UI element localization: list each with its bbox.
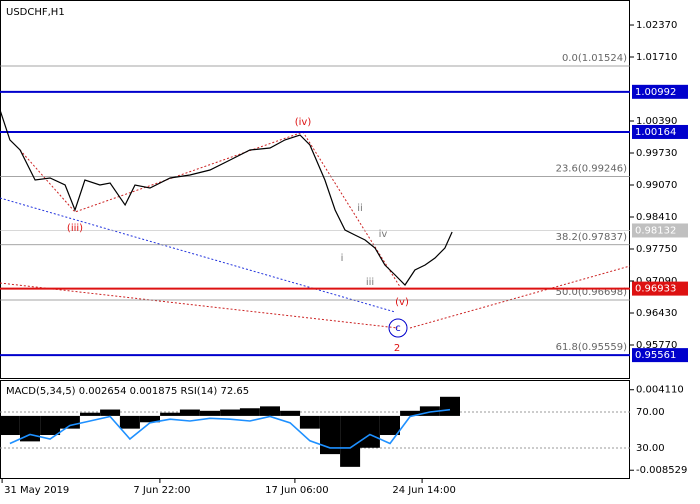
macd-bar [179, 409, 200, 416]
macd-bar [260, 406, 280, 416]
price-line [0, 109, 453, 286]
wave-label: (v) [395, 297, 409, 308]
x-tick-label: 24 Jun 14:00 [392, 485, 456, 496]
y-tick-label: 0.95770 [636, 340, 677, 351]
y-tick-label: 0.96430 [636, 308, 677, 319]
trend-line [0, 282, 399, 329]
y-tick-label: 0.004110 [636, 385, 684, 396]
y-tick-label: 1.01710 [636, 52, 677, 63]
wave-line [19, 131, 403, 291]
y-tick-label: 1.02370 [636, 20, 677, 31]
y-tick-label: 0.97750 [636, 244, 677, 255]
y2-tick-label: 70.00 [636, 407, 665, 418]
macd-bar [320, 415, 340, 455]
price-box-label: 1.00164 [635, 127, 676, 138]
price-box-label: 1.00992 [635, 87, 676, 98]
macd-bar [440, 396, 460, 416]
macd-bar [40, 415, 61, 436]
wave-label: iii [366, 277, 374, 288]
macd-bar [160, 412, 181, 416]
fib-label: 50.0(0.96698) [556, 287, 628, 298]
fib-label: 38.2(0.97837) [556, 232, 628, 243]
wave-label: (iv) [295, 117, 312, 128]
wave-label: ii [357, 203, 363, 214]
macd-bar [340, 415, 361, 467]
price-box-label: 0.98132 [635, 225, 676, 236]
chart-title: USDCHF,H1 [6, 7, 65, 18]
price-box [632, 124, 688, 139]
macd-bar [200, 410, 220, 416]
y-tick-label: 1.00390 [636, 116, 677, 127]
price-box [632, 84, 688, 99]
x-tick-label: 17 Jun 06:00 [265, 485, 329, 496]
macd-bar [359, 415, 380, 448]
panel-title: MACD(5,34,5) 0.002654 0.001875 RSI(14) 7… [6, 386, 249, 397]
macd-bar [419, 406, 440, 416]
main-frame [0, 0, 630, 379]
trend-line [0, 197, 396, 313]
macd-bar [280, 410, 301, 416]
fib-label: 23.6(0.99246) [556, 163, 628, 174]
y-tick-label: 0.98410 [636, 212, 677, 223]
macd-bar [119, 415, 140, 429]
price-box [632, 223, 688, 238]
wave-label: 2 [394, 343, 400, 354]
y-tick-label: -0.008529 [636, 465, 687, 476]
price-box-label: 0.96933 [635, 284, 676, 295]
price-box [632, 281, 688, 296]
macd-bar [80, 412, 100, 416]
y2-tick-label: 30.00 [636, 443, 665, 454]
wave-label: i [341, 253, 344, 264]
macd-bar [220, 409, 241, 416]
macd-bar [140, 415, 160, 423]
wave-label: iv [379, 229, 388, 240]
macd-bar [100, 409, 121, 416]
fib-label: 0.0(1.01524) [562, 53, 627, 64]
wave-label: (iii) [67, 223, 83, 234]
macd-bar [380, 415, 400, 436]
y-tick-label: 0.99070 [636, 180, 677, 191]
fib-label: 61.8(0.95559) [556, 342, 628, 353]
wave-label: c [395, 323, 401, 334]
macd-bar [0, 415, 20, 436]
x-tick-label: 31 May 2019 [4, 485, 69, 496]
macd-bar [299, 415, 320, 429]
price-box-label: 0.95561 [635, 350, 676, 361]
macd-bar [400, 410, 421, 416]
macd-bar [59, 415, 80, 429]
wave-circle [388, 318, 408, 338]
y-tick-label: 0.99730 [636, 148, 677, 159]
macd-bar [239, 408, 260, 416]
y-tick-label: 0.97090 [636, 276, 677, 287]
price-box [632, 348, 688, 363]
x-tick-label: 7 Jun 22:00 [133, 485, 190, 496]
rsi-line [9, 408, 451, 449]
